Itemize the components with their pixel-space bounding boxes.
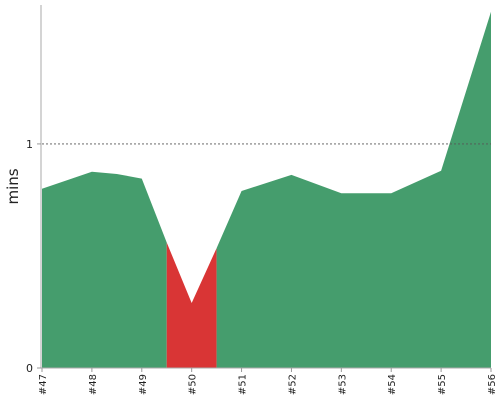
x-ticks: #47 #48 #49 #50 #51 #52 #53 #54 #55 #56 <box>38 368 498 395</box>
area-segment-3 <box>216 11 492 368</box>
x-tick-label: #55 <box>437 374 448 395</box>
x-tick-label: #51 <box>238 374 249 395</box>
x-tick-label: #48 <box>88 374 99 395</box>
x-tick-label: #56 <box>487 374 498 395</box>
x-tick-label: #50 <box>188 374 199 395</box>
x-tick-label: #54 <box>387 374 398 395</box>
y-tick-label: 1 <box>26 138 33 151</box>
y-tick-label: 0 <box>26 362 33 375</box>
x-tick-label: #52 <box>287 374 298 395</box>
area-segment-2 <box>166 242 217 368</box>
x-tick-label: #53 <box>337 374 348 395</box>
y-axis-label: mins <box>4 168 22 204</box>
area-segments <box>42 11 492 368</box>
y-ticks: 01 <box>26 138 41 375</box>
area-segment-1 <box>42 171 167 368</box>
x-tick-label: #47 <box>38 374 49 395</box>
x-tick-label: #49 <box>138 374 149 395</box>
